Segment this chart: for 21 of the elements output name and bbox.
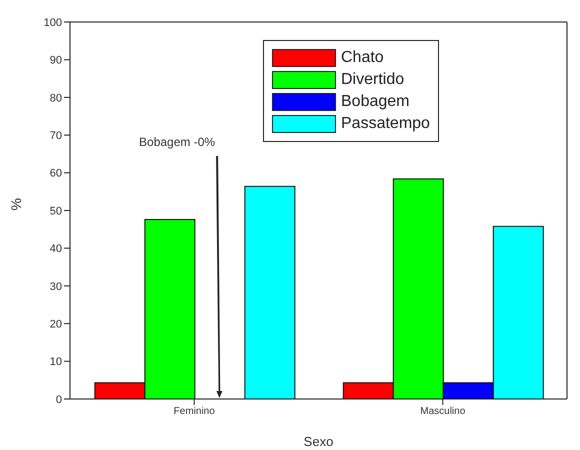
- legend-label: Chato: [341, 49, 384, 67]
- legend-label: Bobagem: [341, 93, 410, 111]
- y-tick-label: 100: [44, 16, 62, 29]
- annotation: Bobagem -0%: [139, 135, 216, 149]
- y-tick-label: 60: [50, 168, 62, 180]
- y-tick-label: 20: [50, 318, 62, 331]
- y-tick-label: 70: [50, 130, 62, 142]
- y-tick-label: 30: [50, 280, 62, 293]
- y-tick-label: 40: [50, 243, 62, 256]
- y-tick-label: 50: [50, 205, 62, 218]
- legend-label: Passatempo: [341, 115, 430, 133]
- y-tick-label: 80: [50, 92, 62, 104]
- y-tick-label: 10: [50, 356, 62, 368]
- y-tick-label: 90: [50, 54, 62, 67]
- bar: [244, 186, 296, 399]
- x-axis-title: Sexo: [304, 434, 334, 449]
- y-axis-title: %: [8, 198, 24, 210]
- x-tick-label: Masculino: [420, 406, 466, 418]
- x-tick-label: Feminino: [174, 406, 216, 418]
- y-tick-label: 0: [56, 394, 62, 406]
- legend-label: Divertido: [341, 71, 404, 89]
